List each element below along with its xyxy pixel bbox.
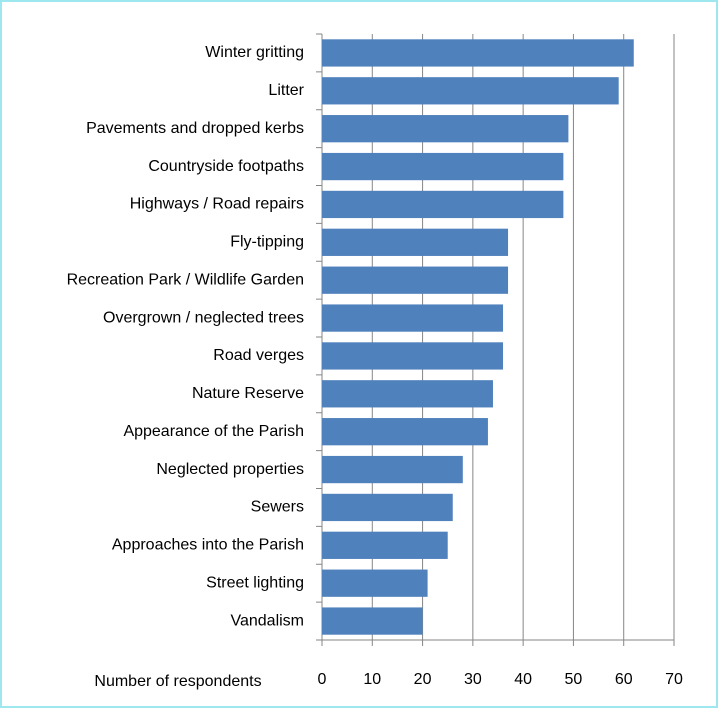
bar [322, 77, 619, 105]
y-tick-label: Appearance of the Parish [123, 423, 304, 440]
bar [322, 190, 564, 219]
bar [322, 569, 428, 597]
y-tick-label: Countryside footpaths [148, 158, 304, 175]
y-tick-label: Winter gritting [205, 44, 304, 61]
bar [322, 342, 504, 370]
y-tick-label: Litter [268, 82, 304, 99]
bar [322, 531, 448, 559]
bar [322, 39, 634, 67]
x-axis-label: Number of respondents [94, 673, 261, 690]
bar [322, 304, 504, 332]
bar [322, 152, 564, 181]
y-tick-label: Neglected properties [156, 461, 304, 478]
y-tick-label: Approaches into the Parish [112, 537, 304, 554]
bar [322, 493, 453, 522]
y-tick-label: Street lighting [206, 574, 304, 591]
bar [322, 418, 488, 446]
x-tick-label: 60 [615, 671, 633, 688]
x-tick-label: 70 [665, 671, 683, 688]
x-tick-label: 50 [565, 671, 583, 688]
bar [322, 266, 509, 294]
y-tick-label: Vandalism [230, 612, 304, 629]
bar [322, 455, 463, 484]
y-tick-label: Recreation Park / Wildlife Garden [67, 271, 304, 288]
y-tick-label: Fly-tipping [230, 234, 304, 251]
x-tick-label: 20 [414, 671, 432, 688]
bar [322, 115, 569, 143]
y-tick-label: Pavements and dropped kerbs [86, 120, 304, 137]
y-tick-label: Nature Reserve [192, 385, 304, 402]
x-tick-label: 10 [363, 671, 381, 688]
y-tick-label: Highways / Road repairs [130, 196, 304, 213]
bar [322, 380, 493, 408]
y-tick-label: Sewers [251, 499, 304, 516]
bar [322, 607, 423, 635]
y-tick-label: Overgrown / neglected trees [103, 309, 304, 326]
x-tick-label: 30 [464, 671, 482, 688]
x-tick-label: 40 [514, 671, 532, 688]
x-tick-label: 0 [318, 671, 327, 688]
y-tick-label: Road verges [213, 347, 304, 364]
bar [322, 228, 509, 256]
